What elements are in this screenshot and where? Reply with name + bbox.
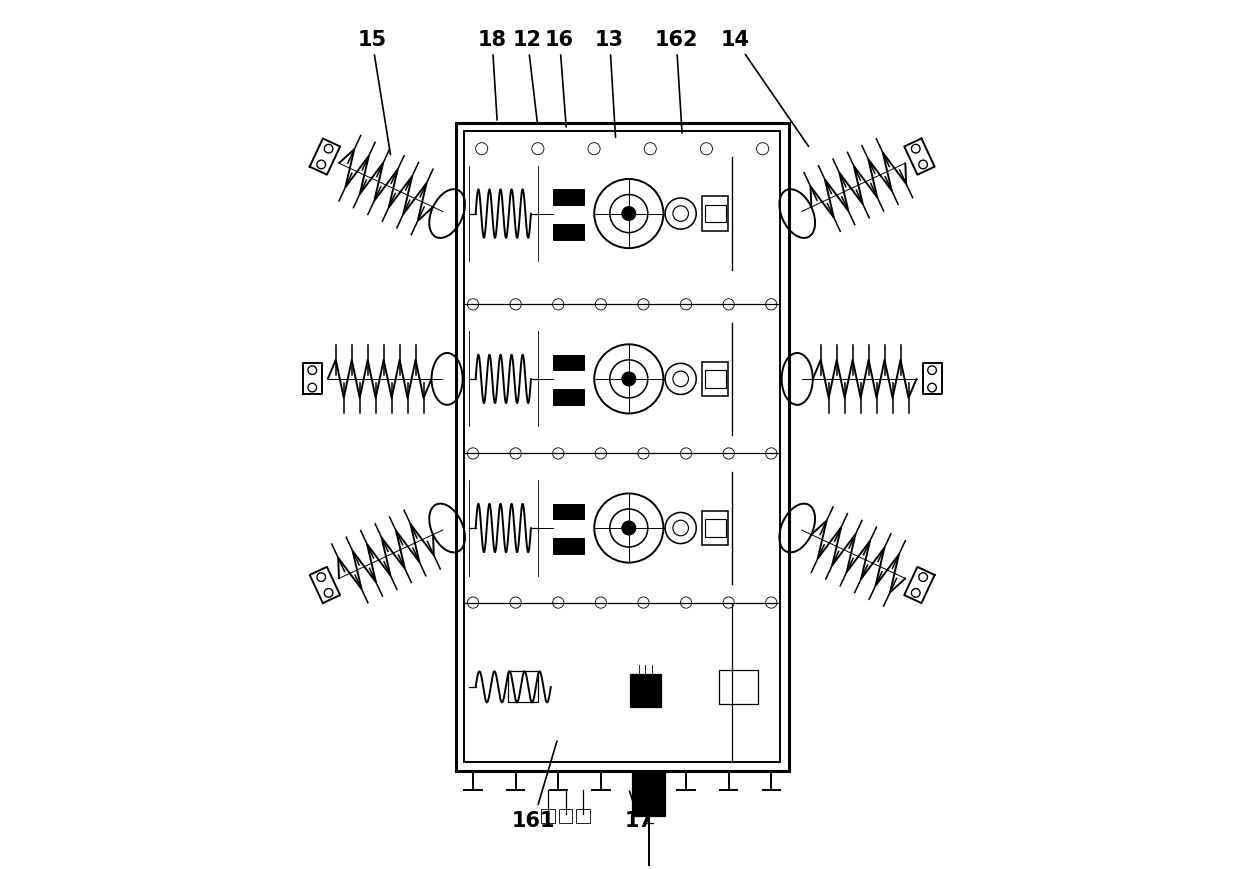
Bar [553,225,584,240]
Bar [702,362,728,397]
Bar [465,132,780,763]
Bar [632,772,665,816]
Bar [553,355,584,371]
Text: 161: 161 [512,741,557,830]
Text: 12: 12 [513,30,542,125]
Bar [553,390,584,405]
Text: 162: 162 [655,30,698,134]
Bar [704,206,725,223]
Bar [702,197,728,232]
Bar [702,511,728,546]
Text: 17: 17 [625,791,653,830]
Text: 16: 16 [546,30,574,128]
Bar [553,504,584,520]
Bar [542,809,556,823]
Text: 14: 14 [720,30,808,147]
Text: 18: 18 [477,30,507,121]
Bar [553,539,584,554]
Bar [553,190,584,206]
Bar [719,670,759,705]
Circle shape [622,373,636,387]
Bar [456,123,789,772]
Bar [704,371,725,388]
Bar [704,520,725,537]
Bar [630,674,661,706]
Circle shape [622,208,636,222]
Bar [559,809,573,823]
Bar [575,809,590,823]
Text: 15: 15 [357,30,391,156]
Bar [507,672,538,703]
Text: 13: 13 [595,30,624,138]
Circle shape [622,521,636,535]
